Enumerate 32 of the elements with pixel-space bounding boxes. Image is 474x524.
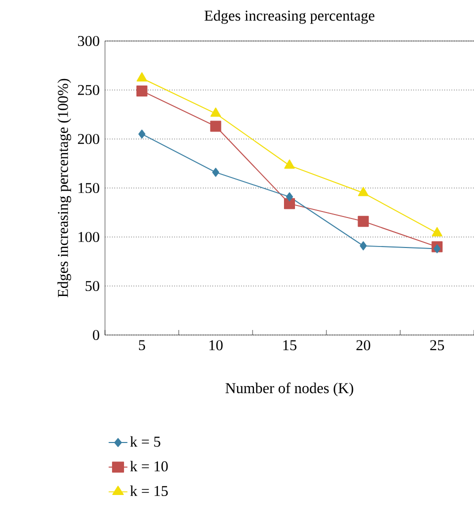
x-tick-label: 25	[430, 340, 444, 350]
y-tick-label: 0	[92, 330, 100, 340]
x-tick-label: 20	[356, 340, 370, 350]
legend-label: k = 5	[130, 436, 160, 447]
x-axis-title: Number of nodes (K)	[225, 382, 354, 396]
point	[136, 72, 147, 82]
point	[432, 227, 442, 236]
y-tick-label: 150	[78, 182, 100, 194]
y-tick-label: 100	[78, 232, 100, 242]
point	[138, 130, 146, 139]
legend-label: k = 15	[130, 485, 168, 496]
chart-title: Edges increasing percentage	[204, 10, 374, 24]
point	[210, 120, 222, 132]
point	[284, 198, 295, 210]
point	[360, 241, 367, 250]
x-tick-label: 10	[209, 340, 222, 350]
point	[433, 244, 440, 254]
x-tick-label: 15	[283, 340, 296, 350]
y-tick-label: 200	[78, 134, 100, 144]
y-tick-label: 50	[85, 280, 100, 292]
point	[136, 85, 148, 96]
legend-label: k = 10	[130, 460, 168, 472]
point	[210, 108, 221, 117]
y-tick-label: 300	[78, 36, 100, 46]
point	[358, 216, 369, 227]
point	[284, 159, 295, 169]
x-tick-label: 5	[138, 340, 145, 350]
y-axis-title: Edges increasing percentage (100%)	[57, 78, 71, 298]
y-tick-label: 250	[78, 84, 100, 96]
point	[358, 186, 368, 196]
point	[286, 192, 293, 202]
point	[212, 168, 220, 177]
